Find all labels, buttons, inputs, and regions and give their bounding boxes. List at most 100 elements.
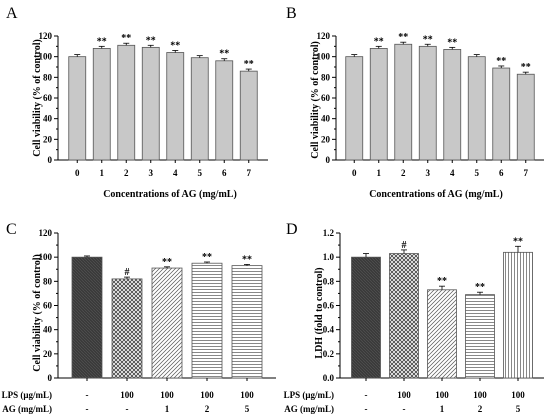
bar [117, 44, 136, 161]
row-value: - [403, 404, 406, 414]
bar [351, 256, 381, 379]
y-axis-label: Cell viability (% of control) [32, 39, 43, 157]
row-label: LPS (μg/mL) [2, 390, 52, 400]
x-tick-label: 5 [475, 168, 480, 178]
x-tick-label: 3 [426, 168, 431, 178]
y-tick-label: 80 [321, 72, 331, 82]
row-value: - [365, 390, 368, 400]
bar [215, 60, 234, 161]
bar [389, 253, 419, 379]
bar [151, 267, 183, 379]
y-tick-label: 0 [48, 373, 53, 383]
row-value: 1 [440, 404, 445, 414]
panel-letter: B [286, 5, 297, 22]
bar [231, 265, 263, 379]
y-tick-label: 20 [43, 349, 53, 359]
y-tick-label: 20 [43, 134, 53, 144]
significance-marker: ** [202, 252, 212, 263]
significance-marker: # [125, 267, 130, 278]
bar [92, 48, 111, 161]
significance-marker: ** [146, 35, 156, 46]
y-tick-label: 120 [39, 31, 53, 41]
significance-marker: ** [475, 282, 485, 293]
x-tick-label: 6 [499, 168, 504, 178]
y-tick-label: 60 [43, 93, 53, 103]
row-value: 100 [120, 390, 134, 400]
row-value: 100 [397, 390, 411, 400]
significance-marker: ** [170, 40, 180, 51]
row-value: 100 [511, 390, 525, 400]
significance-marker: ** [244, 59, 254, 70]
row-label: LPS (μg/mL) [284, 390, 334, 400]
significance-marker: ** [219, 49, 229, 60]
y-tick-label: 1.2 [323, 228, 335, 238]
bar [71, 256, 103, 379]
x-axis-label: Concentrations of AG (mg/mL) [369, 189, 503, 200]
panel-b: B Cell viability (% of control) Concentr… [286, 5, 544, 200]
y-tick-label: 20 [321, 134, 331, 144]
y-axis-label: Cell viability (% of control) [310, 41, 321, 159]
y-tick-label: 100 [39, 52, 53, 62]
x-tick-label: 2 [401, 168, 406, 178]
x-tick-label: 4 [450, 168, 455, 178]
panel-letter: D [286, 221, 298, 238]
x-tick-label: 0 [352, 168, 357, 178]
y-axis-label: Cell viability (% of control) [32, 254, 43, 372]
significance-marker: ** [97, 36, 107, 47]
row-value: 2 [205, 404, 210, 414]
row-value: 5 [245, 404, 250, 414]
x-axis-label: Concentrations of AG (mg/mL) [103, 189, 237, 200]
y-tick-label: 80 [43, 72, 53, 82]
x-tick-label: 2 [124, 168, 129, 178]
panel-a: A Cell viability (% of control) Concentr… [6, 5, 268, 200]
y-tick-label: 0.6 [323, 301, 335, 311]
y-tick-label: 100 [317, 52, 331, 62]
bar [394, 43, 413, 161]
y-tick-label: 40 [321, 114, 331, 124]
x-tick-label: 7 [247, 168, 252, 178]
bar [68, 56, 87, 161]
significance-marker: # [402, 240, 407, 251]
significance-marker: ** [242, 254, 252, 265]
significance-marker: ** [398, 32, 408, 43]
row-label: AG (mg/mL) [2, 404, 52, 414]
panel-d: D LDH (fold to control) 0.0 0.2 0.4 0.6 0.8 1… [284, 221, 544, 414]
y-tick-label: 40 [43, 325, 53, 335]
y-tick-label: 0.8 [323, 276, 335, 286]
x-tick-label: 7 [524, 168, 529, 178]
bar [443, 49, 462, 161]
significance-marker: ** [423, 34, 433, 45]
row-value: 100 [160, 390, 174, 400]
row-value: 5 [516, 404, 521, 414]
y-tick-label: 80 [43, 276, 53, 286]
significance-marker: ** [447, 37, 457, 48]
bar [427, 289, 457, 379]
bar [492, 67, 511, 161]
significance-marker: ** [162, 257, 172, 268]
y-axis-label: LDH (fold to control) [314, 267, 325, 358]
row-value: 100 [473, 390, 487, 400]
bar [345, 56, 364, 161]
y-tick-label: 60 [43, 301, 53, 311]
bar [369, 48, 388, 161]
y-tick-label: 0.0 [323, 373, 335, 383]
significance-marker: ** [437, 276, 447, 287]
row-value: 2 [478, 404, 483, 414]
row-value: 100 [435, 390, 449, 400]
row-value: - [365, 404, 368, 414]
bar [465, 294, 495, 379]
significance-marker: ** [374, 36, 384, 47]
y-tick-label: 100 [39, 252, 53, 262]
y-tick-label: 120 [317, 31, 331, 41]
x-tick-label: 5 [198, 168, 203, 178]
y-tick-label: 40 [43, 114, 53, 124]
bar [166, 52, 185, 161]
row-value: - [86, 390, 89, 400]
bar [516, 73, 535, 161]
y-tick-label: 0 [326, 155, 331, 165]
bar [141, 46, 160, 161]
y-tick-label: 0.2 [323, 349, 335, 359]
panel-c: C Cell viability (% of control) 0 20 40 60 8… [2, 221, 276, 414]
row-value: 100 [240, 390, 254, 400]
